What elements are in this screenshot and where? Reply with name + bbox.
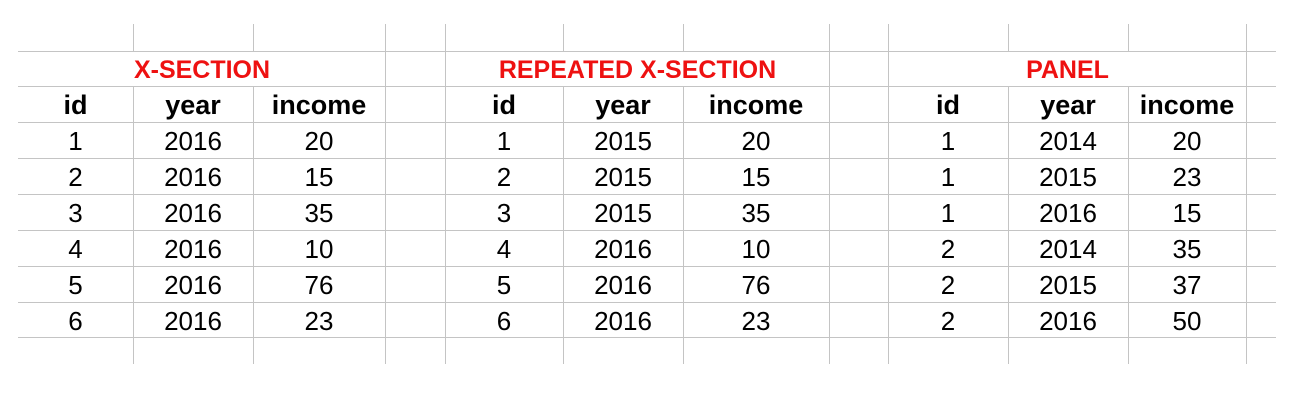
table-cell[interactable]: 50 bbox=[1172, 305, 1202, 336]
table-cell[interactable]: 2016 bbox=[594, 234, 652, 264]
table-cell[interactable]: 35 bbox=[304, 198, 334, 228]
column-header: id bbox=[492, 89, 516, 120]
table-cell[interactable]: 15 bbox=[304, 162, 334, 192]
table-cell[interactable]: 5 bbox=[496, 270, 512, 300]
table-cell[interactable]: 4 bbox=[496, 234, 512, 264]
table-cell[interactable]: 1 bbox=[940, 162, 956, 192]
table-cell[interactable]: 2016 bbox=[164, 305, 222, 336]
table-cell[interactable]: 5 bbox=[68, 270, 83, 300]
table-cell[interactable]: 2016 bbox=[164, 198, 222, 228]
table-cell[interactable]: 37 bbox=[1172, 270, 1202, 300]
table-cell[interactable]: 6 bbox=[68, 305, 83, 336]
section-title: X-SECTION bbox=[19, 52, 385, 86]
table-cell[interactable]: 2 bbox=[940, 234, 956, 264]
table-cell[interactable]: 76 bbox=[304, 270, 334, 300]
table-cell[interactable]: 76 bbox=[741, 270, 771, 300]
column-header: income bbox=[708, 89, 804, 120]
section-title: PANEL bbox=[889, 52, 1246, 86]
column-header: year bbox=[1040, 89, 1096, 120]
table-cell[interactable]: 3 bbox=[496, 198, 512, 228]
spreadsheet-grid: X-SECTION id year income 1 2016 20 2 2016 15 3 2016… bbox=[18, 24, 1276, 364]
table-cell[interactable]: 1 bbox=[940, 198, 956, 228]
column-header: year bbox=[595, 89, 651, 120]
grid-row-line bbox=[18, 122, 1276, 123]
table-cell[interactable]: 2016 bbox=[594, 305, 652, 336]
table-cell[interactable]: 2014 bbox=[1039, 126, 1097, 156]
table-cell[interactable]: 23 bbox=[1172, 162, 1202, 192]
table-cell[interactable]: 2 bbox=[68, 162, 83, 192]
table-cell[interactable]: 2016 bbox=[594, 270, 652, 300]
section-title: REPEATED X-SECTION bbox=[446, 52, 829, 86]
table-cell[interactable]: 6 bbox=[496, 305, 512, 336]
table-cell[interactable]: 2015 bbox=[594, 126, 652, 156]
table-cell[interactable]: 2016 bbox=[164, 126, 222, 156]
table-cell[interactable]: 2 bbox=[496, 162, 512, 192]
table-cell[interactable]: 2016 bbox=[164, 270, 222, 300]
table-cell[interactable]: 35 bbox=[1172, 234, 1202, 264]
table-cell[interactable]: 2016 bbox=[164, 162, 222, 192]
table-cell[interactable]: 2016 bbox=[1039, 198, 1097, 228]
grid-row-line bbox=[18, 158, 1276, 159]
table-cell[interactable]: 20 bbox=[741, 126, 771, 156]
table-cell[interactable]: 10 bbox=[741, 234, 771, 264]
grid-row-line bbox=[18, 86, 1276, 87]
table-cell[interactable]: 1 bbox=[496, 126, 512, 156]
table-cell[interactable]: 15 bbox=[741, 162, 771, 192]
grid-row-line bbox=[18, 266, 1276, 267]
column-header: id bbox=[63, 89, 88, 120]
table-cell[interactable]: 2015 bbox=[594, 162, 652, 192]
table-cell[interactable]: 20 bbox=[1172, 126, 1202, 156]
table-cell[interactable]: 2016 bbox=[1039, 305, 1097, 336]
table-cell[interactable]: 35 bbox=[741, 198, 771, 228]
grid-row-line bbox=[18, 194, 1276, 195]
table-cell[interactable]: 2 bbox=[940, 270, 956, 300]
table-cell[interactable]: 2015 bbox=[594, 198, 652, 228]
column-header: id bbox=[936, 89, 960, 120]
grid-row-line bbox=[18, 51, 1276, 52]
table-cell[interactable]: 4 bbox=[68, 234, 83, 264]
table-cell[interactable]: 10 bbox=[304, 234, 334, 264]
grid-row-line bbox=[18, 302, 1276, 303]
table-cell[interactable]: 23 bbox=[304, 305, 334, 336]
column-header: income bbox=[271, 89, 367, 120]
grid-row-line bbox=[18, 337, 1276, 338]
table-cell[interactable]: 20 bbox=[304, 126, 334, 156]
table-cell[interactable]: 23 bbox=[741, 305, 771, 336]
column-header: income bbox=[1139, 89, 1235, 120]
table-cell[interactable]: 1 bbox=[940, 126, 956, 156]
table-cell[interactable]: 2014 bbox=[1039, 234, 1097, 264]
table-cell[interactable]: 2016 bbox=[164, 234, 222, 264]
table-cell[interactable]: 2015 bbox=[1039, 162, 1097, 192]
table-cell[interactable]: 3 bbox=[68, 198, 83, 228]
column-header: year bbox=[165, 89, 221, 120]
grid-row-line bbox=[18, 230, 1276, 231]
table-cell[interactable]: 2015 bbox=[1039, 270, 1097, 300]
table-cell[interactable]: 2 bbox=[940, 305, 956, 336]
table-cell[interactable]: 15 bbox=[1172, 198, 1202, 228]
table-cell[interactable]: 1 bbox=[68, 126, 83, 156]
